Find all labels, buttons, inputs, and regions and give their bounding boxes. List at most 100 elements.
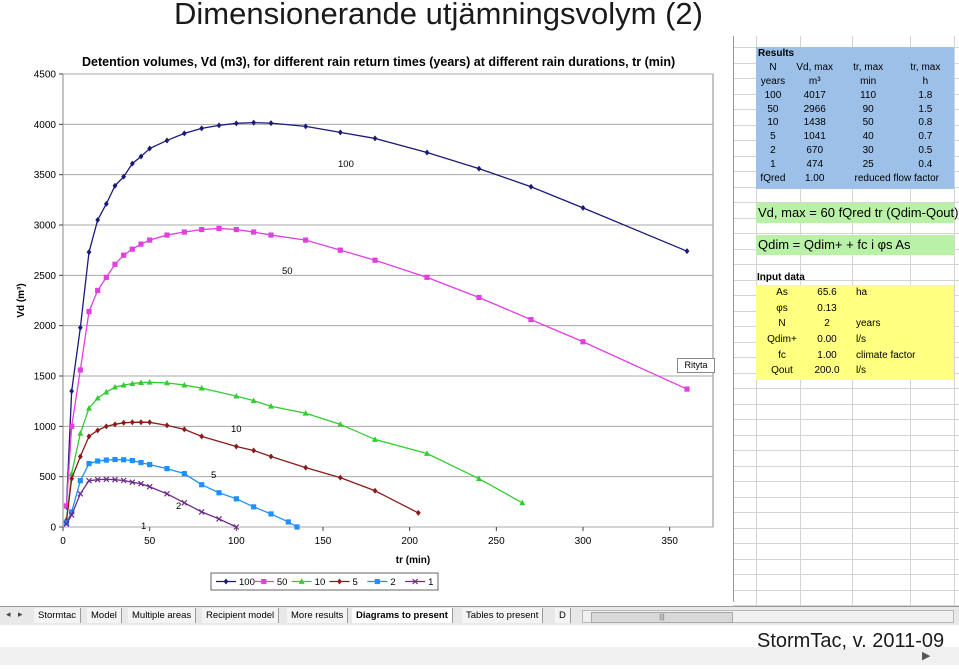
input-value[interactable]: 2 (824, 318, 830, 330)
input-row[interactable]: Qdim+ 0.00 l/s (756, 332, 915, 348)
cell: 0.7 (918, 131, 933, 143)
data-point (233, 524, 240, 530)
curve-label: 100 (338, 159, 354, 170)
data-point (86, 433, 92, 440)
data-point (303, 237, 309, 243)
y-tick-label: 0 (50, 523, 56, 534)
data-point (112, 261, 118, 267)
results-row: 50 2966 90 1.5 (756, 102, 954, 116)
tab-multiple-areas[interactable]: Multiple areas (128, 608, 197, 623)
data-point (147, 145, 153, 152)
data-point (251, 119, 257, 126)
data-point (216, 516, 222, 522)
chart-title: Detention volumes, Vd (m3), for differen… (82, 55, 676, 69)
data-point (103, 388, 110, 395)
x-tick-label: 250 (488, 536, 505, 547)
input-value[interactable]: 200.0 (814, 365, 840, 377)
input-value[interactable]: 65.6 (817, 287, 837, 299)
gridline (733, 450, 959, 451)
tab-recipient-model[interactable]: Recipient model (202, 608, 280, 623)
data-point (251, 447, 257, 454)
tab-stormtac[interactable]: Stormtac (34, 608, 82, 623)
tab-diagrams-to-present[interactable]: Diagrams to present (352, 608, 453, 623)
input-value[interactable]: 0.00 (817, 334, 837, 346)
data-point (121, 252, 127, 258)
data-point (69, 388, 75, 395)
data-point (528, 183, 534, 190)
data-point (95, 458, 101, 464)
data-point (77, 478, 83, 484)
first-sheet-icon[interactable]: ◂ (6, 609, 11, 619)
y-tick-label: 2000 (34, 321, 57, 332)
data-point (476, 475, 482, 482)
legend-label: 1 (428, 577, 433, 588)
data-point (684, 386, 690, 392)
input-data-panel[interactable]: As 65.6 ha φs 0.13 N 2 years Qdim+ 0.00 l/s fc 1… (756, 285, 954, 380)
data-point (199, 226, 205, 233)
input-row[interactable]: fc 1.00 climate factor (756, 347, 915, 363)
data-point (372, 257, 378, 263)
input-value[interactable]: 0.13 (817, 302, 837, 314)
gridline (733, 233, 959, 234)
input-row[interactable]: Qout 200.0 l/s (756, 363, 915, 379)
data-point (337, 474, 343, 481)
data-point (476, 294, 482, 301)
input-row[interactable]: As 65.6 ha (756, 285, 915, 301)
chart-area[interactable]: Detention volumes, Vd (m3), for differen… (0, 36, 734, 602)
results-row: 10 1438 50 0.8 (756, 116, 954, 130)
cell: 100 (764, 89, 782, 101)
input-value[interactable]: 1.00 (817, 349, 837, 361)
input-row[interactable]: N 2 years (756, 316, 915, 332)
data-point (337, 129, 343, 136)
next-slide-icon[interactable]: ▶ (922, 650, 931, 662)
y-tick-label: 1000 (34, 422, 57, 433)
data-point (77, 324, 83, 331)
input-unit: ha (856, 287, 868, 299)
gridline (954, 36, 955, 606)
next-sheet-icon[interactable]: ▸ (18, 609, 23, 619)
y-tick-label: 3500 (34, 170, 57, 181)
data-point (198, 508, 205, 515)
cell: 90 (862, 103, 874, 115)
x-tick-label: 300 (575, 536, 592, 547)
data-point (138, 480, 144, 487)
curve-label: 10 (231, 424, 242, 435)
data-point (268, 511, 274, 517)
fqred-label: fQred (760, 172, 786, 184)
horizontal-scrollbar[interactable]: ||| (582, 610, 954, 623)
data-point (77, 453, 83, 460)
tab-d[interactable]: D (555, 608, 571, 623)
results-header-trh: tr, max (910, 62, 941, 74)
data-point (337, 421, 344, 427)
data-point (519, 499, 526, 506)
data-point (164, 137, 170, 144)
tab-more-results[interactable]: More results (287, 608, 349, 623)
data-point (69, 475, 75, 482)
data-point (86, 308, 92, 315)
tab-tables-to-present[interactable]: Tables to present (462, 608, 544, 623)
tab-model[interactable]: Model (87, 608, 122, 623)
data-point (268, 120, 274, 127)
data-point (412, 578, 419, 585)
data-point (337, 578, 342, 585)
input-name: fc (778, 349, 786, 361)
data-point (181, 471, 187, 477)
results-unit: years (760, 75, 786, 87)
data-point (198, 384, 205, 391)
data-point (372, 135, 378, 142)
data-point (181, 130, 187, 137)
legend-label: 50 (277, 577, 288, 588)
y-tick-label: 3000 (34, 221, 57, 232)
data-point (181, 499, 188, 506)
data-point (251, 504, 257, 510)
data-point (294, 524, 300, 530)
scrollbar-thumb[interactable]: ||| (591, 612, 733, 623)
y-tick-label: 2500 (34, 271, 57, 282)
input-row[interactable]: φs 0.13 (756, 301, 915, 317)
cell: 25 (862, 158, 874, 170)
data-point (129, 479, 136, 486)
x-tick-label: 350 (661, 536, 678, 547)
data-point (103, 200, 109, 207)
cell: 50 (767, 103, 779, 115)
cell: 1.8 (918, 89, 933, 101)
